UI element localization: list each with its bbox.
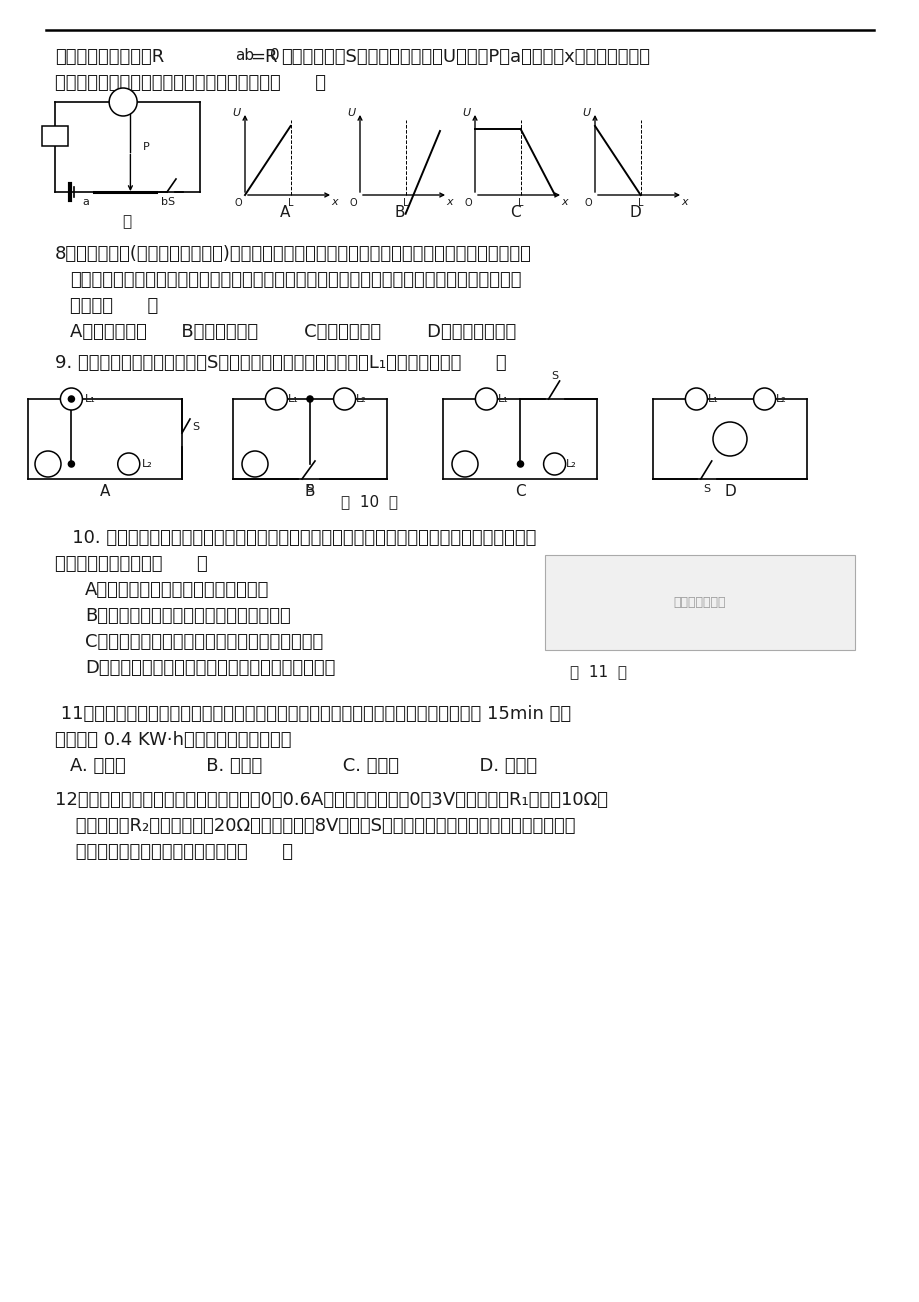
Text: 图乙中哪个图像描述（电源两极间电压不变）（      ）: 图乙中哪个图像描述（电源两极间电压不变）（ ） — [55, 74, 325, 92]
Bar — [42, 126, 68, 146]
Circle shape — [242, 450, 267, 477]
Circle shape — [516, 461, 523, 467]
Text: 9. 如图所示的电路中，当开关S闭合时，电压表能直接测出灯泡L₁两端的电压是（      ）: 9. 如图所示的电路中，当开关S闭合时，电压表能直接测出灯泡L₁两端的电压是（ … — [55, 354, 506, 372]
Text: U: U — [232, 108, 240, 118]
Text: V: V — [119, 96, 127, 109]
Text: D．电阻与金属丝长度、横截面积的关系都不能探究: D．电阻与金属丝长度、横截面积的关系都不能探究 — [85, 659, 335, 677]
Text: S: S — [550, 371, 558, 381]
Circle shape — [753, 388, 775, 410]
Text: a: a — [83, 197, 89, 207]
Text: x: x — [562, 197, 568, 207]
Text: A. 空调器              B. 电冰箱              C. 电视机              D. 收音机: A. 空调器 B. 电冰箱 C. 电视机 D. 收音机 — [70, 756, 537, 775]
Text: 好并可自由滑动，且R: 好并可自由滑动，且R — [55, 48, 165, 66]
Text: L₂: L₂ — [775, 395, 786, 404]
Text: A: A — [279, 204, 289, 220]
Text: C: C — [514, 484, 525, 499]
Text: 第  10  题: 第 10 题 — [341, 493, 398, 509]
Text: B．只能探究电阻与金属丝横截面积的关系: B．只能探究电阻与金属丝横截面积的关系 — [85, 607, 290, 625]
Text: S: S — [306, 484, 313, 493]
Text: S: S — [702, 484, 709, 493]
Circle shape — [475, 388, 497, 410]
Text: =R: =R — [250, 48, 278, 66]
Text: L: L — [288, 198, 293, 208]
Text: 滑动变阻器R₂的最大阻值为20Ω，电源电压为8V。开关S闭合后，在变阻器滑片滑动过程中，保证: 滑动变阻器R₂的最大阻值为20Ω，电源电压为8V。开关S闭合后，在变阻器滑片滑动… — [70, 816, 575, 835]
Text: B: B — [394, 204, 404, 220]
Text: L₁: L₁ — [85, 395, 95, 404]
Text: L₁: L₁ — [497, 395, 507, 404]
Text: 8、有一个电源(电压足够大且可调)、一个电铃、一个小灯泡、两个开关和若干导线组成电路。只闭: 8、有一个电源(电压足够大且可调)、一个电铃、一个小灯泡、两个开关和若干导线组成… — [55, 245, 531, 263]
Circle shape — [265, 388, 287, 410]
Text: V: V — [724, 434, 734, 447]
Text: 0: 0 — [269, 48, 279, 62]
Text: L: L — [403, 198, 408, 208]
Text: A: A — [99, 484, 110, 499]
Circle shape — [118, 453, 140, 475]
Text: D: D — [629, 204, 641, 220]
Text: O: O — [464, 198, 471, 208]
Text: L₁: L₁ — [707, 395, 718, 404]
Circle shape — [712, 422, 746, 456]
Circle shape — [543, 453, 565, 475]
Text: L₁: L₁ — [287, 395, 298, 404]
Text: L₂: L₂ — [565, 460, 575, 469]
Text: C．电阻与金属丝长度、横截面积的关系都能探究: C．电阻与金属丝长度、横截面积的关系都能探究 — [85, 633, 323, 651]
Text: 电流表、电压表不被烧坏的情况下（      ）: 电流表、电压表不被烧坏的情况下（ ） — [70, 842, 292, 861]
Text: 情况是（      ）: 情况是（ ） — [70, 297, 158, 315]
Text: A、铃响灯也亮      B、铃响灯不亮        C、铃不响灯亮        D、以上都有可能: A、铃响灯也亮 B、铃响灯不亮 C、铃不响灯亮 D、以上都有可能 — [70, 323, 516, 341]
Circle shape — [109, 89, 137, 116]
Text: V: V — [44, 460, 51, 470]
Text: x: x — [447, 197, 453, 207]
Text: x: x — [332, 197, 338, 207]
Circle shape — [307, 396, 312, 402]
Text: L₂: L₂ — [356, 395, 366, 404]
Circle shape — [685, 388, 707, 410]
Text: B: B — [304, 484, 315, 499]
Text: 11．小刚利用电能表测量某家用电器的电功率。当电路中只有这个用电器工作时，测得 15min 内，: 11．小刚利用电能表测量某家用电器的电功率。当电路中只有这个用电器工作时，测得 … — [55, 704, 571, 723]
Text: V: V — [251, 460, 258, 470]
Circle shape — [61, 388, 83, 410]
Text: C: C — [509, 204, 520, 220]
Text: U: U — [346, 108, 355, 118]
Text: 合一个开关时，灯亮铃不响；只闭合另一个开关时，铃响灯不亮；当开关都断开时，可能出现的: 合一个开关时，灯亮铃不响；只闭合另一个开关时，铃响灯不亮；当开关都断开时，可能出… — [70, 271, 521, 289]
Text: V: V — [460, 460, 469, 470]
Text: 消耗电能 0.4 KW·h，则这个用电器可能是: 消耗电能 0.4 KW·h，则这个用电器可能是 — [55, 730, 291, 749]
Text: O: O — [234, 198, 242, 208]
Text: （仪器示意图）: （仪器示意图） — [673, 595, 725, 608]
Text: O: O — [584, 198, 591, 208]
Text: S: S — [167, 197, 175, 207]
Circle shape — [68, 461, 74, 467]
Text: 第  11  题: 第 11 题 — [570, 664, 627, 680]
Text: 10. 小明用如图所示的电路，探究影响金属丝电阻大小的因素。他手边除了有电路中的器材外，: 10. 小明用如图所示的电路，探究影响金属丝电阻大小的因素。他手边除了有电路中的… — [55, 529, 536, 547]
Text: x: x — [681, 197, 687, 207]
Circle shape — [334, 388, 356, 410]
Text: L: L — [637, 198, 642, 208]
Circle shape — [451, 450, 478, 477]
Text: U: U — [461, 108, 470, 118]
Text: 。当闭合开关S后，电压表的示数U随滑片P离a点的距离x变化的规律能用: 。当闭合开关S后，电压表的示数U随滑片P离a点的距离x变化的规律能用 — [280, 48, 650, 66]
Text: S: S — [192, 422, 199, 432]
Circle shape — [68, 396, 74, 402]
Text: L: L — [517, 198, 523, 208]
Circle shape — [35, 450, 61, 477]
Text: 12、如图所示电路，已知电流表的量程为0～0.6A，电压表的量程为0～3V，定值电阻R₁阻值为10Ω，: 12、如图所示电路，已知电流表的量程为0～0.6A，电压表的量程为0～3V，定值… — [55, 792, 607, 809]
Text: P: P — [142, 142, 149, 151]
Text: L₂: L₂ — [142, 460, 153, 469]
Text: 还有一根金属丝，则（      ）: 还有一根金属丝，则（ ） — [55, 555, 208, 573]
Text: U: U — [581, 108, 589, 118]
Text: b: b — [161, 197, 168, 207]
Text: 甲: 甲 — [122, 214, 131, 229]
Text: O: O — [349, 198, 357, 208]
Text: A．只能探究电阻与金属丝长度的关系: A．只能探究电阻与金属丝长度的关系 — [85, 581, 269, 599]
Text: D: D — [723, 484, 735, 499]
Text: ab: ab — [234, 48, 254, 62]
Bar — [544, 555, 854, 650]
Text: R₀: R₀ — [49, 133, 61, 142]
